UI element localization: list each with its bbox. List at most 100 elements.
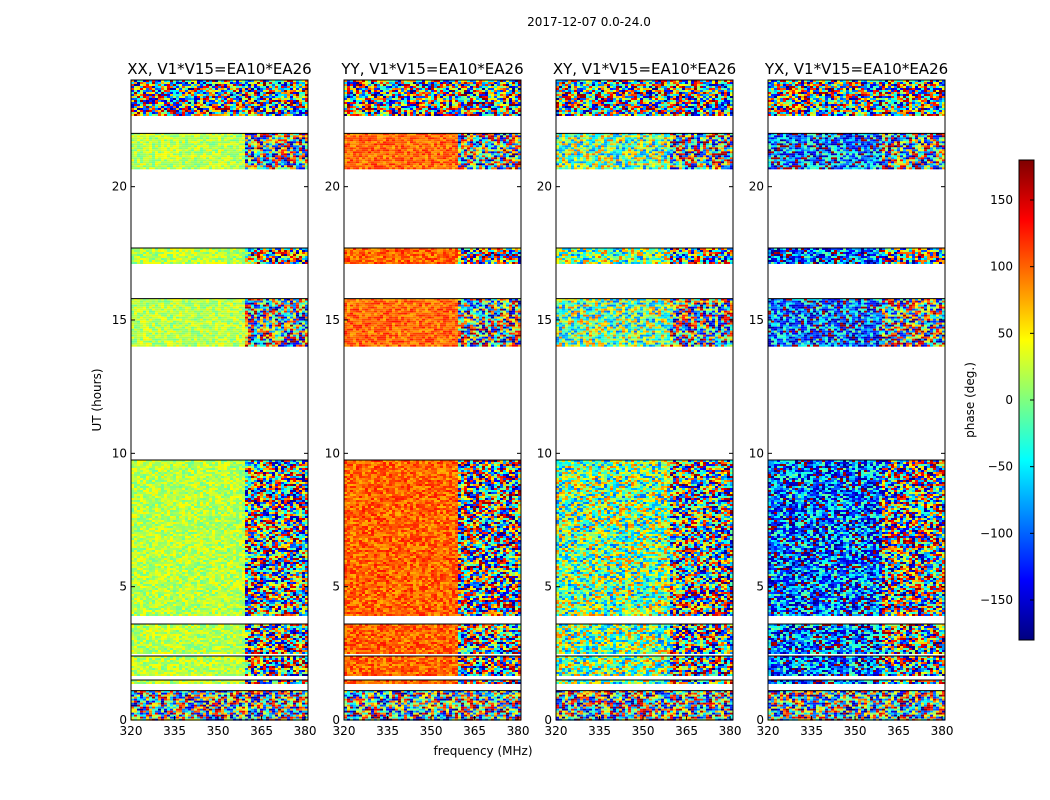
heatmap-cell <box>278 707 281 709</box>
heatmap-cell <box>236 695 239 697</box>
heatmap-cell <box>167 697 170 699</box>
heatmap-cell <box>245 707 248 709</box>
heatmap-cell <box>269 707 272 709</box>
heatmap-cell <box>260 713 263 715</box>
heatmap-cell <box>140 697 143 699</box>
heatmap-cell <box>221 695 224 697</box>
heatmap-cell <box>227 703 230 705</box>
heatmap-cell <box>302 711 305 713</box>
heatmap-cell <box>281 699 284 701</box>
heatmap-cell <box>158 695 161 697</box>
heatmap-cell <box>164 701 167 703</box>
heatmap-cell <box>251 699 254 701</box>
heatmap-cell <box>254 709 257 711</box>
heatmap-cell <box>227 711 230 713</box>
heatmap-cell <box>284 711 287 713</box>
heatmap-cell <box>212 705 215 707</box>
heatmap-cell <box>200 703 203 705</box>
heatmap-cell <box>194 715 197 717</box>
heatmap-cell <box>164 709 167 711</box>
heatmap-cell <box>152 695 155 697</box>
heatmap-cell <box>248 703 251 705</box>
heatmap-cell <box>146 693 149 695</box>
heatmap-cell <box>218 695 221 697</box>
heatmap-cell <box>269 711 272 713</box>
heatmap-cell <box>260 707 263 709</box>
heatmap-cell <box>248 713 251 715</box>
heatmap-cell <box>299 709 302 711</box>
heatmap-cell <box>137 699 140 701</box>
heatmap-cell <box>230 705 233 707</box>
heatmap-cell <box>299 707 302 709</box>
heatmap-cell <box>191 699 194 701</box>
heatmap-cell <box>203 705 206 707</box>
heatmap-cell <box>257 713 260 715</box>
heatmap-cell <box>176 715 179 717</box>
heatmap-cell <box>173 705 176 707</box>
heatmap-cell <box>170 715 173 717</box>
heatmap-cell <box>302 705 305 707</box>
heatmap-cell <box>293 695 296 697</box>
heatmap-cell <box>149 697 152 699</box>
heatmap-cell <box>173 707 176 709</box>
heatmap-cell <box>239 717 242 719</box>
heatmap-cell <box>176 713 179 715</box>
heatmap-cell <box>263 701 266 703</box>
heatmap-cell <box>251 695 254 697</box>
heatmap-cell <box>221 693 224 695</box>
heatmap-cell <box>158 699 161 701</box>
heatmap-cell <box>218 703 221 705</box>
heatmap-cell <box>170 699 173 701</box>
heatmap-cell <box>284 697 287 699</box>
heatmap-cell <box>299 695 302 697</box>
heatmap-cell <box>146 711 149 713</box>
heatmap-cell <box>185 715 188 717</box>
heatmap-cell <box>152 701 155 703</box>
heatmap-cell <box>284 703 287 705</box>
heatmap-cell <box>194 695 197 697</box>
heatmap-cell <box>158 711 161 713</box>
heatmap-cell <box>209 703 212 705</box>
heatmap-cell <box>149 717 152 719</box>
heatmap-cell <box>152 715 155 717</box>
heatmap-cell <box>203 693 206 695</box>
heatmap-cell <box>194 697 197 699</box>
heatmap-cell <box>215 711 218 713</box>
heatmap-cell <box>152 717 155 719</box>
heatmap-cell <box>281 707 284 709</box>
heatmap-cell <box>251 715 254 717</box>
data-band <box>131 691 308 721</box>
heatmap-cell <box>266 713 269 715</box>
heatmap-cell <box>176 711 179 713</box>
heatmap-cell <box>290 699 293 701</box>
heatmap-cell <box>155 705 158 707</box>
heatmap-cell <box>242 705 245 707</box>
heatmap-cell <box>191 711 194 713</box>
heatmap-cell <box>185 693 188 695</box>
heatmap-cell <box>239 709 242 711</box>
heatmap-cell <box>140 705 143 707</box>
heatmap-cell <box>245 717 248 719</box>
heatmap-cell <box>257 703 260 705</box>
heatmap-cell <box>272 715 275 717</box>
heatmap-cell <box>293 711 296 713</box>
heatmap-cell <box>200 709 203 711</box>
heatmap-cell <box>155 699 158 701</box>
heatmap-cell <box>161 695 164 697</box>
heatmap-cell <box>155 693 158 695</box>
heatmap-cell <box>290 713 293 715</box>
heatmap-cell <box>275 715 278 717</box>
heatmap-cell <box>143 717 146 719</box>
heatmap-cell <box>161 697 164 699</box>
heatmap-cell <box>257 717 260 719</box>
heatmap-cell <box>209 715 212 717</box>
heatmap-cell <box>299 703 302 705</box>
heatmap-cell <box>251 707 254 709</box>
heatmap-cell <box>281 717 284 719</box>
heatmap-cell <box>194 713 197 715</box>
heatmap-cell <box>248 693 251 695</box>
heatmap-cell <box>302 715 305 717</box>
heatmap-cell <box>281 711 284 713</box>
heatmap-cell <box>287 705 290 707</box>
heatmap-cell <box>206 699 209 701</box>
